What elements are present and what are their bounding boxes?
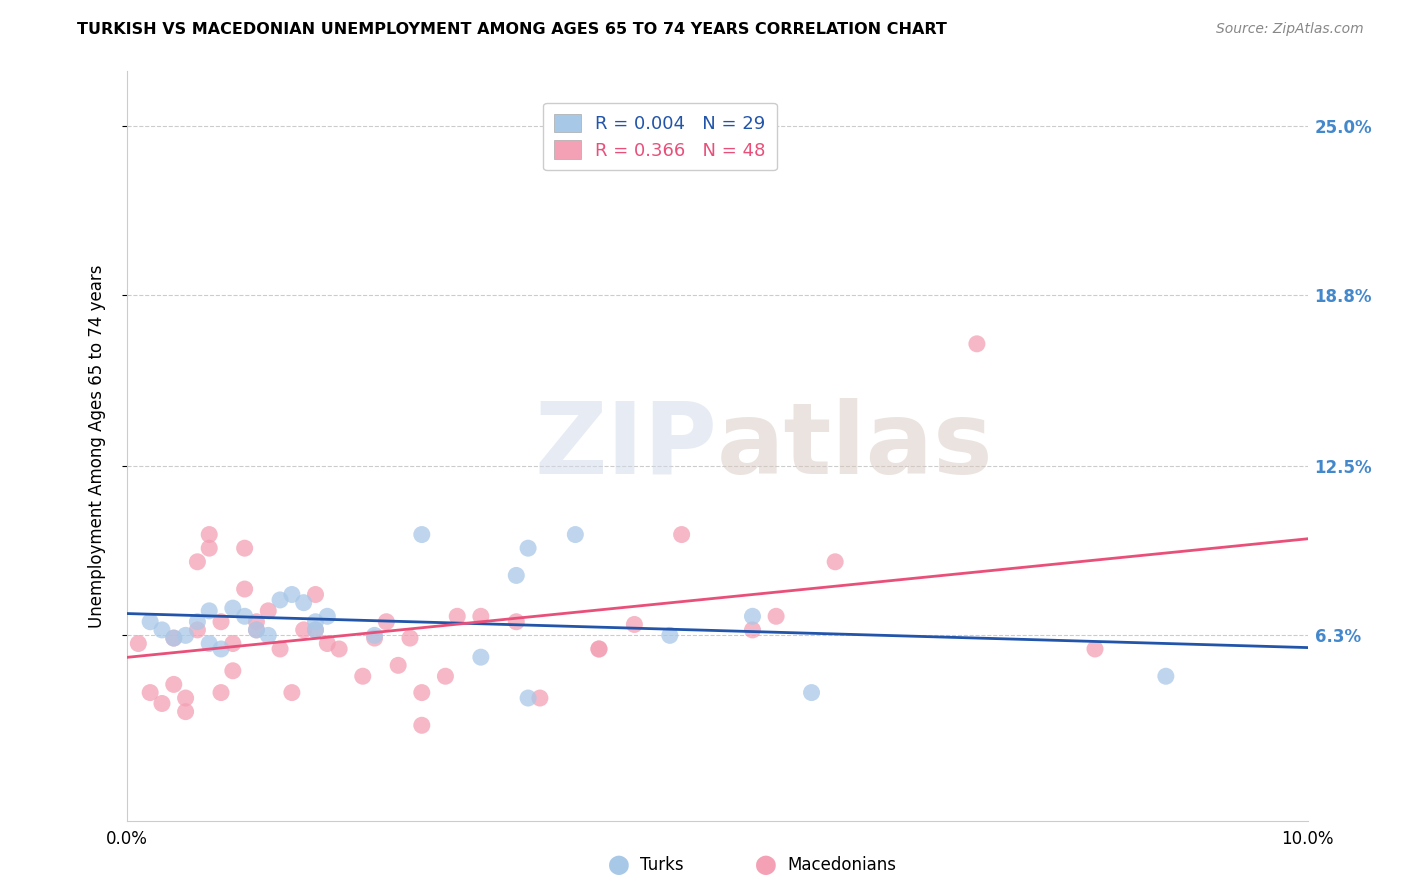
Point [233, 582, 256, 596]
Point [517, 691, 540, 706]
Point [198, 541, 221, 556]
Point [470, 609, 492, 624]
Point [316, 636, 339, 650]
Point [966, 336, 988, 351]
Point [245, 615, 267, 629]
Point [623, 617, 645, 632]
Point [505, 568, 527, 582]
Point [800, 685, 823, 699]
Point [186, 623, 208, 637]
Point [505, 615, 527, 629]
Point [328, 642, 350, 657]
Point [245, 623, 267, 637]
Point [150, 697, 173, 711]
Point [198, 527, 221, 541]
Point [375, 615, 398, 629]
Point [304, 623, 326, 637]
Point [209, 685, 232, 699]
Point [127, 636, 149, 650]
Point [292, 623, 315, 637]
Point [517, 541, 540, 556]
Point [257, 604, 280, 618]
Point [588, 642, 610, 657]
Point [186, 615, 208, 629]
Point [411, 685, 433, 699]
Point [564, 527, 586, 541]
Point [671, 527, 693, 541]
Point [741, 623, 763, 637]
Point [163, 677, 186, 691]
Point [411, 527, 433, 541]
Point [222, 601, 245, 615]
Point [658, 628, 681, 642]
Point [363, 628, 385, 642]
Point [269, 642, 291, 657]
Point [198, 604, 221, 618]
Point [824, 555, 846, 569]
Point [387, 658, 409, 673]
Text: ⬤: ⬤ [755, 855, 778, 875]
Point [281, 587, 304, 601]
Point [304, 623, 326, 637]
Point [765, 609, 787, 624]
Text: ⬤: ⬤ [607, 855, 630, 875]
Point [174, 691, 197, 706]
Point [470, 650, 492, 665]
Point [588, 642, 610, 657]
Point [363, 631, 385, 645]
Point [741, 609, 763, 624]
Point [186, 555, 208, 569]
Point [163, 631, 186, 645]
Point [1084, 642, 1107, 657]
Point [150, 623, 173, 637]
Point [198, 636, 221, 650]
Text: ZIP: ZIP [534, 398, 717, 494]
Point [304, 587, 326, 601]
Text: TURKISH VS MACEDONIAN UNEMPLOYMENT AMONG AGES 65 TO 74 YEARS CORRELATION CHART: TURKISH VS MACEDONIAN UNEMPLOYMENT AMONG… [77, 22, 948, 37]
Point [399, 631, 422, 645]
Point [269, 593, 291, 607]
Point [174, 628, 197, 642]
Text: atlas: atlas [717, 398, 994, 494]
Point [139, 615, 162, 629]
Point [233, 609, 256, 624]
Point [222, 636, 245, 650]
Point [209, 642, 232, 657]
Point [352, 669, 374, 683]
Point [174, 705, 197, 719]
Text: Source: ZipAtlas.com: Source: ZipAtlas.com [1216, 22, 1364, 37]
Point [316, 609, 339, 624]
Text: Macedonians: Macedonians [787, 856, 897, 874]
Text: Turks: Turks [640, 856, 683, 874]
Point [292, 596, 315, 610]
Point [209, 615, 232, 629]
Point [222, 664, 245, 678]
Point [233, 541, 256, 556]
Point [245, 623, 267, 637]
Point [257, 628, 280, 642]
Point [304, 615, 326, 629]
Point [163, 631, 186, 645]
Point [529, 691, 551, 706]
Y-axis label: Unemployment Among Ages 65 to 74 years: Unemployment Among Ages 65 to 74 years [87, 264, 105, 628]
Legend: R = 0.004   N = 29, R = 0.366   N = 48: R = 0.004 N = 29, R = 0.366 N = 48 [543, 103, 776, 170]
Point [411, 718, 433, 732]
Point [434, 669, 457, 683]
Point [281, 685, 304, 699]
Point [446, 609, 468, 624]
Point [139, 685, 162, 699]
Point [1154, 669, 1177, 683]
